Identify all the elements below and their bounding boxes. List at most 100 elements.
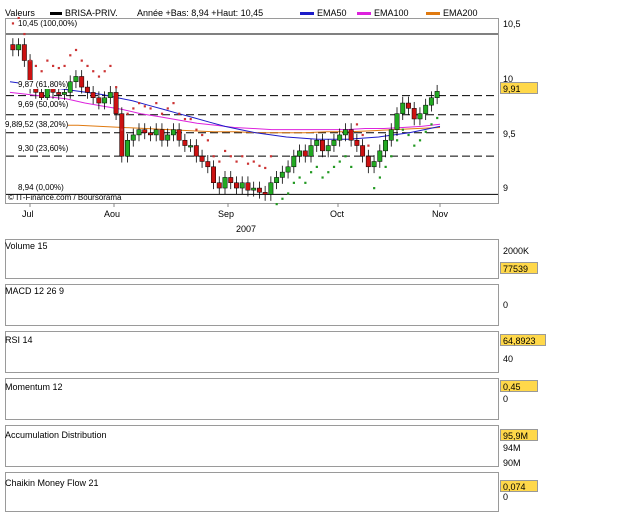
sar-dot [149,107,152,110]
sar-dot [229,155,232,158]
momentum-last-value: 0,45 [500,380,538,392]
candle-body [199,155,205,162]
ticker-swatch [50,12,62,16]
rsi-last-value: 64,8923 [500,334,546,346]
rsi-panel[interactable] [5,331,499,373]
sar-dot [287,192,290,195]
sar-dot [258,164,261,167]
sar-dot [11,22,15,25]
sar-dot [241,155,244,158]
momentum-title: Momentum 12 [5,382,63,392]
candle-body [434,91,440,98]
sar-dot [17,17,20,20]
volume-tick: 2000K [503,246,530,256]
sar-dot [264,166,267,170]
sar-dot [224,149,227,153]
candle-body [148,132,153,136]
price-tick-4: 9 [503,183,509,193]
sar-dot [183,117,187,121]
candle-body [222,177,228,189]
candle-body [56,92,62,95]
accdist-tick-1: 94M [503,443,521,453]
candle-body [188,145,194,148]
sar-dot [292,181,295,184]
candle-body [182,139,188,146]
sar-dot [166,107,169,110]
valeurs-label: Valeurs [5,8,35,18]
sar-dot [160,112,164,115]
accdist-tick-2: 90M [503,458,521,468]
sar-dot [97,75,101,78]
candle-body [119,113,125,157]
sar-dot [206,139,209,142]
range-text: Année +Bas: 8,94 +Haut: 10,45 [137,8,264,18]
candle-body [337,134,343,141]
candle-body [371,161,377,168]
sar-dot [430,123,433,126]
sar-dot [315,165,318,168]
candle-body [291,155,297,168]
candle-body [90,92,96,98]
ticker-legend: BRISA-PRIV. [50,8,118,18]
price-panel[interactable] [5,18,499,204]
ema200-label: EMA200 [443,8,478,18]
price-tick-2: 10 [503,74,514,84]
momentum-panel[interactable] [5,378,499,420]
sar-dot [103,70,106,73]
sar-dot [373,187,376,190]
month-aou: Aou [104,209,121,219]
candle-body [193,145,199,157]
sar-dot [338,160,341,163]
sar-dot [172,102,175,105]
accdist-panel[interactable] [5,425,499,467]
macd-panel[interactable] [5,284,499,326]
candle-body [216,182,222,189]
sar-dot [350,165,353,168]
sar-dot [29,59,32,62]
ema50-swatch [300,12,314,16]
candle-body [348,129,354,141]
sar-dot [378,176,381,179]
sar-dot [384,165,387,168]
sar-dot [178,112,181,115]
price-tick-1: 10,5 [503,19,521,29]
candle-body [96,97,102,104]
candle-body [21,44,27,61]
cmf-title: Chaikin Money Flow 21 [5,478,99,488]
sar-dot [57,66,60,70]
candle-body [211,166,216,183]
candle-body [136,129,142,136]
volume-panel[interactable] [5,239,499,279]
candle-body [73,76,79,83]
candle-body [234,182,239,189]
fib-100: 10,45 (100,00%) [18,19,78,28]
candle-body [302,150,308,157]
candle-body [228,177,234,183]
candle-body [245,182,251,191]
sar-dot [34,64,37,68]
candle-body [411,108,417,120]
sar-dot [269,155,273,158]
fib-382: 9,52 (38,20%) [18,120,69,129]
sar-dot [212,155,215,158]
candle-body [365,155,371,168]
sar-dot [246,162,250,165]
sar-dot [63,64,66,68]
month-nov: Nov [432,209,449,219]
candle-body [102,97,108,104]
macd-title: MACD 12 26 9 [5,286,65,296]
candle-body [67,81,73,93]
legend-ema100: EMA100 [357,8,409,18]
ema100-line [9,91,441,131]
sar-dot [92,70,95,73]
sar-dot [120,128,123,131]
sar-dot [218,160,221,163]
cmf-panel[interactable] [5,472,499,512]
sar-dot [138,102,141,105]
candle-body [320,139,325,152]
volume-title: Volume 15 [5,241,48,251]
sar-dot [390,155,393,158]
sar-dot [235,160,238,163]
candle-body [377,150,383,162]
sar-dot [407,133,410,137]
